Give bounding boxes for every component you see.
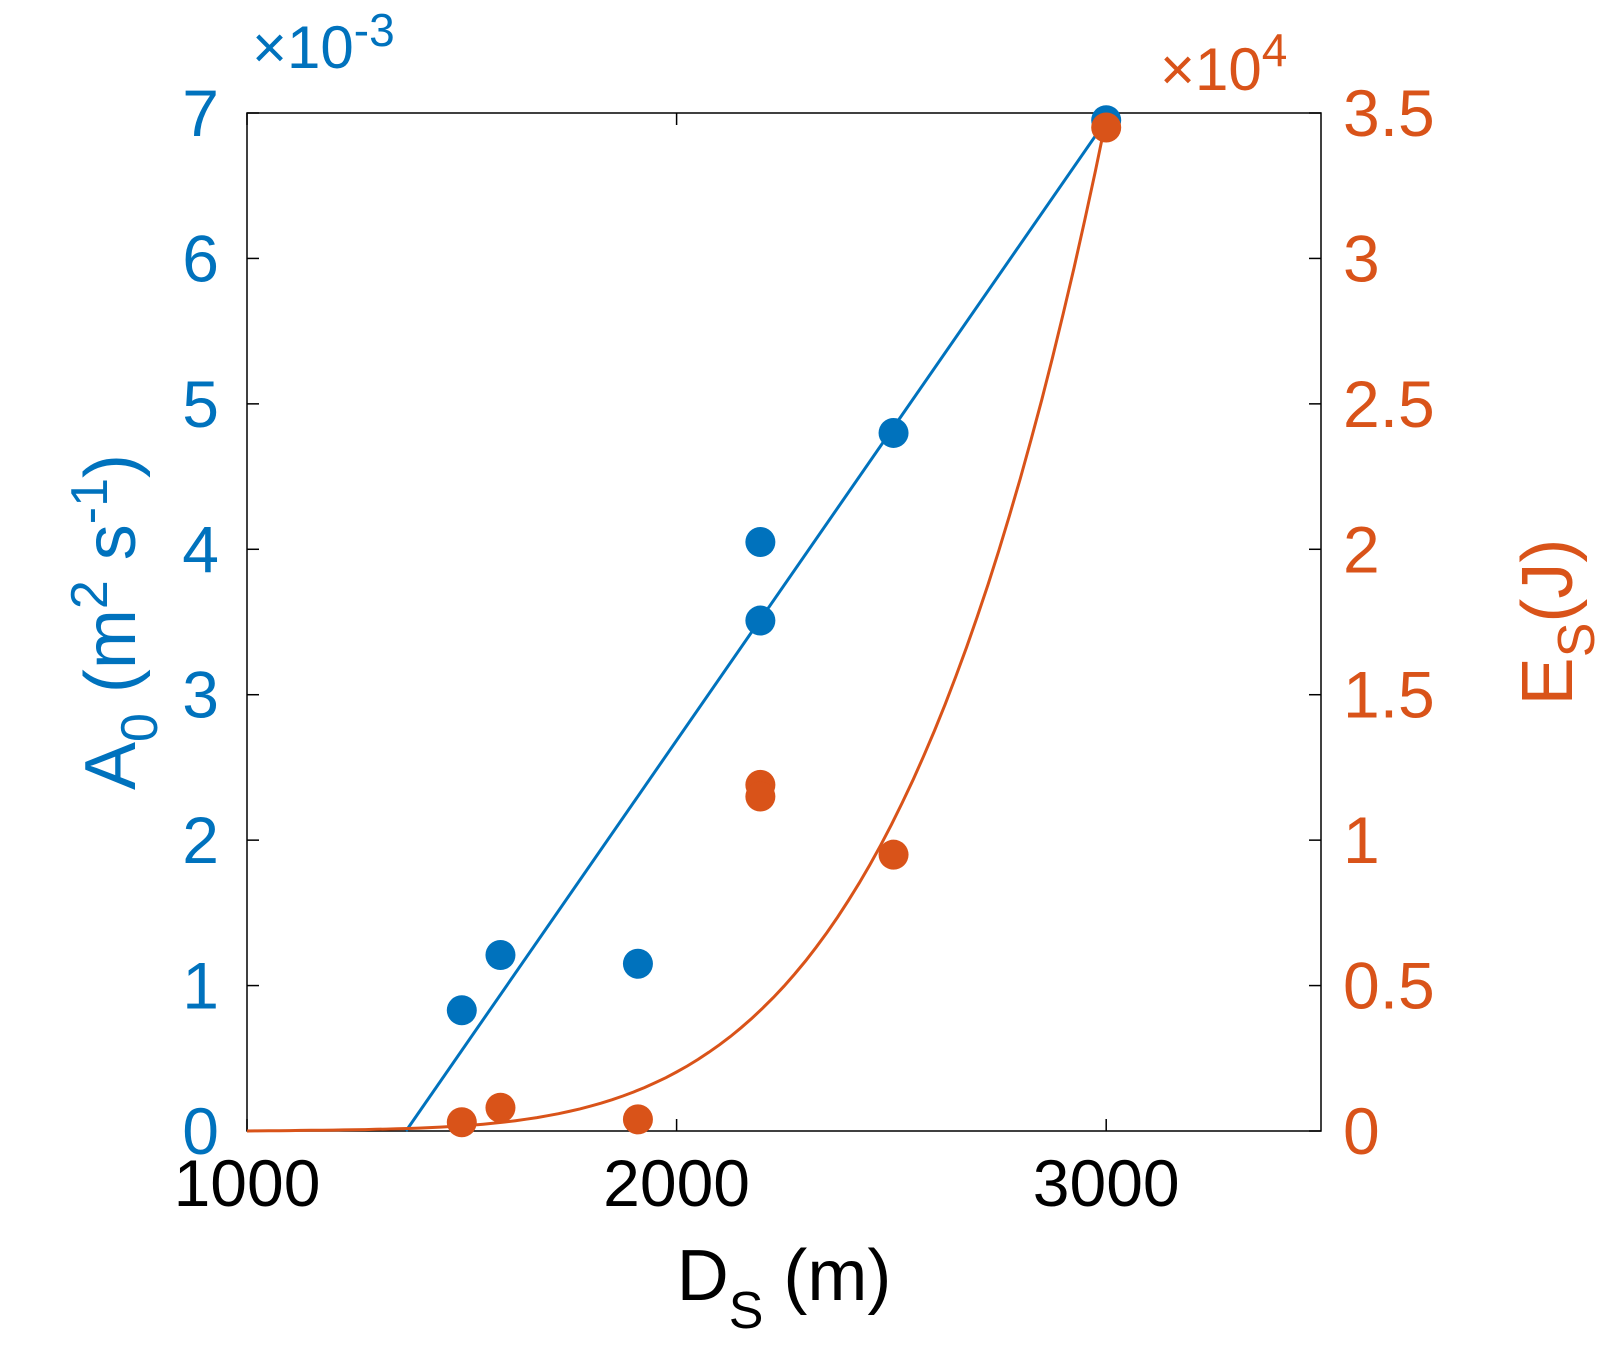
y-right-exponent: ×104 [1160,24,1287,103]
y-left-axis-ticks: 0 1 2 3 4 5 6 7 [182,76,259,1168]
x-tick-label: 2000 [603,1146,750,1220]
y-right-tick-label: 0 [1343,1094,1380,1168]
y-left-tick-label: 2 [182,803,219,877]
data-point-left [878,417,909,448]
y-right-tick-label: 0.5 [1343,949,1435,1023]
data-point-right [878,839,909,870]
y-left-tick-label: 5 [182,367,219,441]
y-left-axis-label: A0 (m2 s-1) [61,454,169,790]
fit-curve-right [246,118,1108,1133]
x-axis-label: DS (m) [677,1236,892,1340]
y-left-tick-label: 0 [182,1094,219,1168]
y-left-tick-label: 3 [182,658,219,732]
y-right-tick-label: 1 [1343,803,1380,877]
plot-area [246,112,1322,1132]
x-tick-label: 1000 [174,1146,321,1220]
y-left-tick-label: 1 [182,949,219,1023]
data-point-right [622,1104,653,1135]
y-left-exponent: ×10-3 [252,4,395,81]
y-right-axis-ticks: 0 0.5 1 1.5 2 2.5 3 3.5 [1309,76,1435,1168]
y-left-tick-label: 6 [182,221,219,295]
y-right-tick-label: 3.5 [1343,76,1435,150]
data-point-right [446,1107,477,1138]
data-point-left [485,940,516,971]
data-point-left [745,527,776,558]
series-layer [246,105,1122,1138]
data-point-left [622,948,653,979]
data-point-left [446,995,477,1026]
x-tick-label: 3000 [1033,1146,1180,1220]
y-left-tick-label: 7 [182,76,219,150]
y-right-tick-label: 2 [1343,512,1380,586]
y-right-tick-label: 2.5 [1343,367,1435,441]
data-point-left [745,605,776,636]
y-left-tick-label: 4 [182,512,219,586]
y-right-axis-label: ES(J) [1508,539,1606,706]
data-point-right [745,781,776,812]
data-point-right [485,1092,516,1123]
y-right-tick-label: 3 [1343,221,1380,295]
y-right-tick-label: 1.5 [1343,658,1435,732]
data-point-right [1091,112,1122,143]
x-axis-ticks: 1000 2000 3000 [174,113,1180,1220]
